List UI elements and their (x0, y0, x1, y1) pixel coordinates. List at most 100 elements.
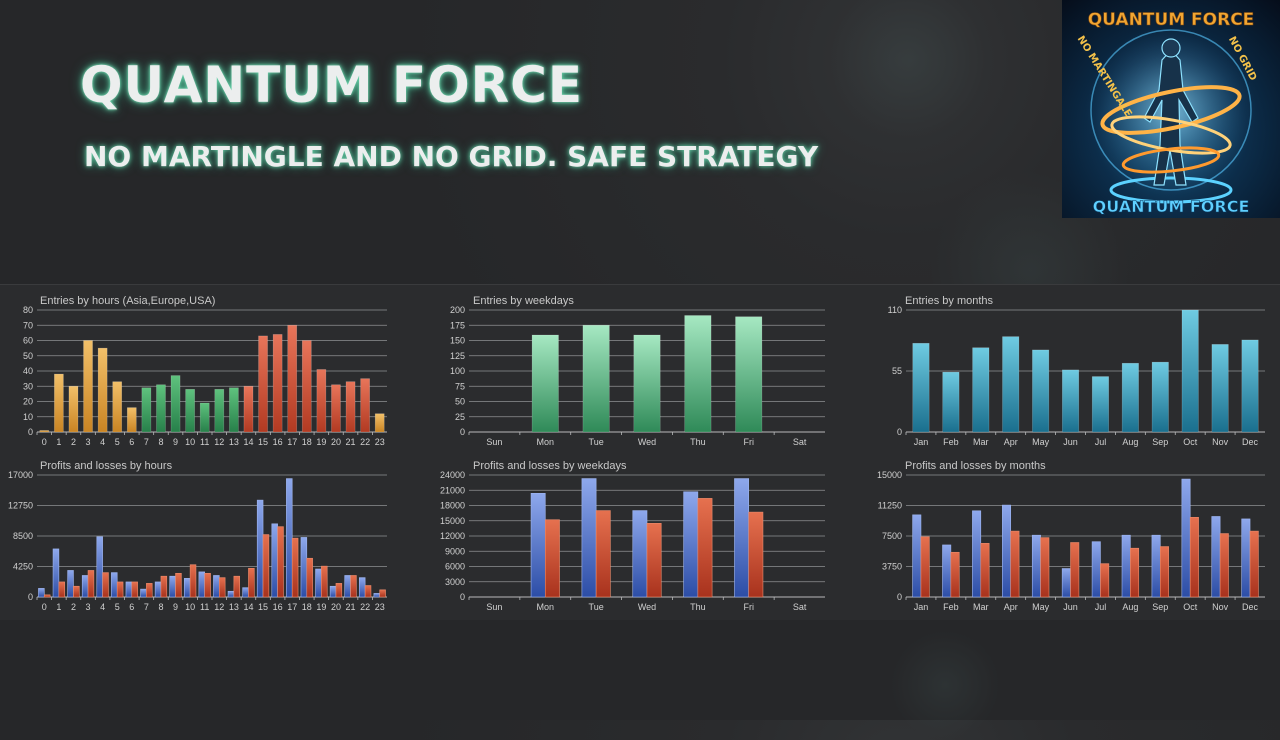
bar-loss (1219, 533, 1229, 598)
y-tick-label: 50 (23, 351, 33, 361)
bar-profit (632, 510, 648, 598)
bar (1121, 362, 1139, 433)
x-tick-label: 6 (129, 437, 134, 447)
x-tick-label: Sep (1152, 602, 1168, 612)
bar-loss (262, 534, 270, 598)
y-tick-label: 10 (23, 412, 33, 422)
chart-profits-losses-by-hours: Profits and losses by hours 042508500127… (8, 460, 387, 612)
x-tick-label: 15 (258, 602, 268, 612)
x-tick-label: Nov (1212, 437, 1229, 447)
chart-entries-by-weekdays: Entries by weekdays 0 25 50 75 100 125 150 175 2… (450, 295, 825, 447)
x-tick-label: Sat (793, 437, 807, 447)
bar-profit (286, 478, 293, 598)
x-tick-label: 18 (302, 437, 312, 447)
x-tick-label: Tue (589, 437, 604, 447)
logo-title-bottom: QUANTUM FORCE (1093, 197, 1250, 216)
y-tick-label: 15000 (877, 470, 902, 480)
bar-profit (581, 478, 597, 598)
x-tick-label: 6 (129, 602, 134, 612)
x-tick-label: Aug (1122, 602, 1138, 612)
bar-loss (175, 573, 182, 598)
x-tick-label: Jan (914, 437, 929, 447)
y-tick-label: 80 (23, 305, 33, 315)
y-tick-label: 17000 (8, 470, 33, 480)
y-tick-label: 25 (455, 412, 465, 422)
y-tick-label: 0 (460, 592, 465, 602)
bar-loss (364, 585, 372, 598)
x-tick-label: Thu (690, 437, 706, 447)
x-tick-label: 20 (331, 437, 341, 447)
bar (97, 347, 108, 433)
x-tick-label: 3 (86, 437, 91, 447)
bar (1181, 309, 1199, 433)
y-tick-label: 18000 (440, 501, 465, 511)
x-tick-label: 4 (100, 602, 105, 612)
x-tick-label: 13 (229, 437, 239, 447)
bar (287, 324, 298, 433)
bar-profit (81, 575, 89, 598)
x-tick-label: 1 (56, 437, 61, 447)
bar-loss (1100, 563, 1110, 598)
bar (1151, 361, 1169, 433)
bar (684, 315, 712, 433)
bar-loss (379, 589, 386, 598)
x-tick-label: 11 (200, 437, 209, 447)
bar (972, 347, 990, 433)
bar (1032, 349, 1050, 433)
bar-loss (350, 575, 357, 598)
bar-profit (1121, 534, 1131, 598)
bar-loss (1130, 547, 1140, 598)
x-tick-label: Jun (1063, 602, 1078, 612)
x-tick-label: 2 (71, 602, 76, 612)
bar-loss (218, 577, 226, 598)
x-tick-label: 12 (214, 602, 224, 612)
bar-profit (972, 510, 982, 598)
y-tick-label: 0 (28, 427, 33, 437)
x-tick-label: Oct (1183, 437, 1198, 447)
x-tick-label: May (1032, 437, 1050, 447)
x-tick-label: Dec (1242, 602, 1259, 612)
x-tick-label: Tue (589, 602, 604, 612)
chart-profits-losses-by-months: Profits and losses by months 0 3750 7500 11… (877, 460, 1265, 612)
x-tick-label: Oct (1183, 602, 1198, 612)
x-tick-label: Aug (1122, 437, 1138, 447)
x-tick-label: 14 (243, 437, 253, 447)
x-tick-label: Thu (690, 602, 706, 612)
bar-profit (1241, 518, 1251, 598)
logo-orbit-1 (1100, 85, 1242, 135)
bar-profit (242, 587, 249, 598)
x-tick-label: 10 (185, 437, 195, 447)
bar-loss (233, 575, 241, 598)
y-tick-label: 21000 (440, 485, 465, 495)
x-tick-label: 16 (273, 602, 283, 612)
x-tick-label: Nov (1212, 602, 1229, 612)
x-tick-label: 9 (173, 437, 178, 447)
bar-profit (1002, 504, 1012, 598)
x-tick-label: 9 (173, 602, 178, 612)
y-tick-label: 3750 (882, 562, 902, 572)
chart-title: Entries by months (905, 295, 994, 307)
x-tick-label: 8 (158, 602, 163, 612)
x-tick-label: 7 (144, 602, 149, 612)
bar-profit (530, 493, 546, 598)
bar-loss (58, 581, 66, 598)
bar-loss (73, 585, 80, 598)
bar (633, 334, 661, 433)
x-tick-label: Mar (973, 602, 989, 612)
y-tick-label: 100 (450, 366, 465, 376)
bar-profit (111, 572, 118, 598)
chart-entries-by-hours: Entries by hours (Asia,Europe,USA) 01020… (23, 295, 387, 447)
bar-loss (595, 510, 611, 598)
bar-profit (125, 581, 133, 598)
bar-profit (154, 581, 162, 598)
chart-title: Profits and losses by months (905, 460, 1046, 472)
bar-profit (1031, 534, 1041, 598)
x-tick-label: Sun (486, 602, 502, 612)
x-tick-label: Wed (638, 437, 656, 447)
x-tick-label: 5 (115, 437, 120, 447)
x-tick-label: 5 (115, 602, 120, 612)
logo-art: QUANTUM FORCE NO MARTINGALE NO GRID QUAN… (1075, 10, 1259, 217)
bar (229, 387, 239, 433)
x-tick-label: 19 (316, 437, 326, 447)
bar-profit (38, 588, 45, 598)
